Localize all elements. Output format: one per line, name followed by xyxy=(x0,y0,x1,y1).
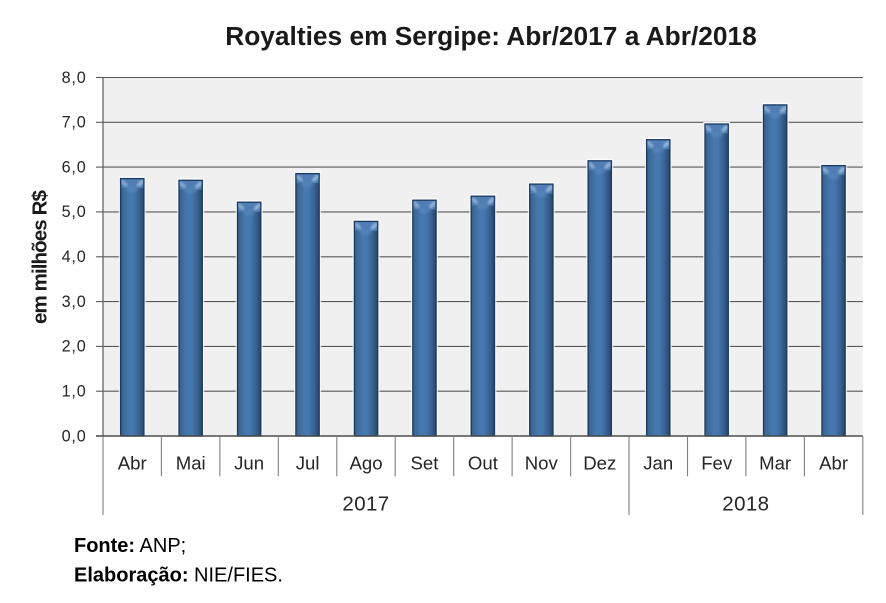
svg-text:5,0: 5,0 xyxy=(62,203,87,221)
svg-text:6,0: 6,0 xyxy=(62,158,87,176)
svg-text:2017: 2017 xyxy=(342,493,389,516)
svg-text:1,0: 1,0 xyxy=(62,383,87,401)
svg-text:Fev: Fev xyxy=(701,453,733,474)
svg-text:8,0: 8,0 xyxy=(62,69,87,87)
svg-text:Nov: Nov xyxy=(525,453,559,474)
svg-text:Royalties em Sergipe: Abr/2017: Royalties em Sergipe: Abr/2017 a Abr/201… xyxy=(225,21,757,51)
svg-text:3,0: 3,0 xyxy=(62,293,87,311)
svg-text:Jul: Jul xyxy=(296,453,320,474)
svg-text:Elaboração: NIE/FIES.: Elaboração: NIE/FIES. xyxy=(74,564,283,586)
svg-text:0,0: 0,0 xyxy=(62,427,87,445)
svg-text:Abr: Abr xyxy=(819,453,848,474)
svg-text:7,0: 7,0 xyxy=(62,114,87,132)
svg-text:Out: Out xyxy=(468,453,499,474)
svg-text:Jan: Jan xyxy=(643,453,673,474)
svg-text:em milhões R$: em milhões R$ xyxy=(29,190,52,324)
svg-text:Abr: Abr xyxy=(118,453,147,474)
svg-text:2018: 2018 xyxy=(722,493,769,516)
svg-text:Set: Set xyxy=(411,453,440,474)
svg-text:Dez: Dez xyxy=(583,453,616,474)
svg-text:2,0: 2,0 xyxy=(62,338,87,356)
svg-text:Jun: Jun xyxy=(234,453,264,474)
svg-text:Fonte: ANP;: Fonte: ANP; xyxy=(74,535,186,557)
svg-text:Mai: Mai xyxy=(176,453,206,474)
svg-text:Ago: Ago xyxy=(349,453,382,474)
svg-text:4,0: 4,0 xyxy=(62,248,87,266)
svg-text:Mar: Mar xyxy=(759,453,791,474)
